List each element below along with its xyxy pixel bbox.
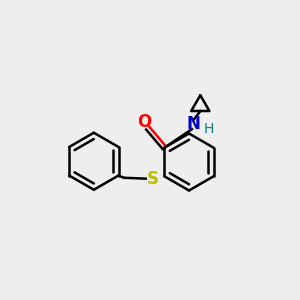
Text: H: H bbox=[203, 122, 214, 136]
Text: O: O bbox=[137, 112, 151, 130]
Text: N: N bbox=[187, 115, 200, 133]
Text: S: S bbox=[147, 170, 159, 188]
